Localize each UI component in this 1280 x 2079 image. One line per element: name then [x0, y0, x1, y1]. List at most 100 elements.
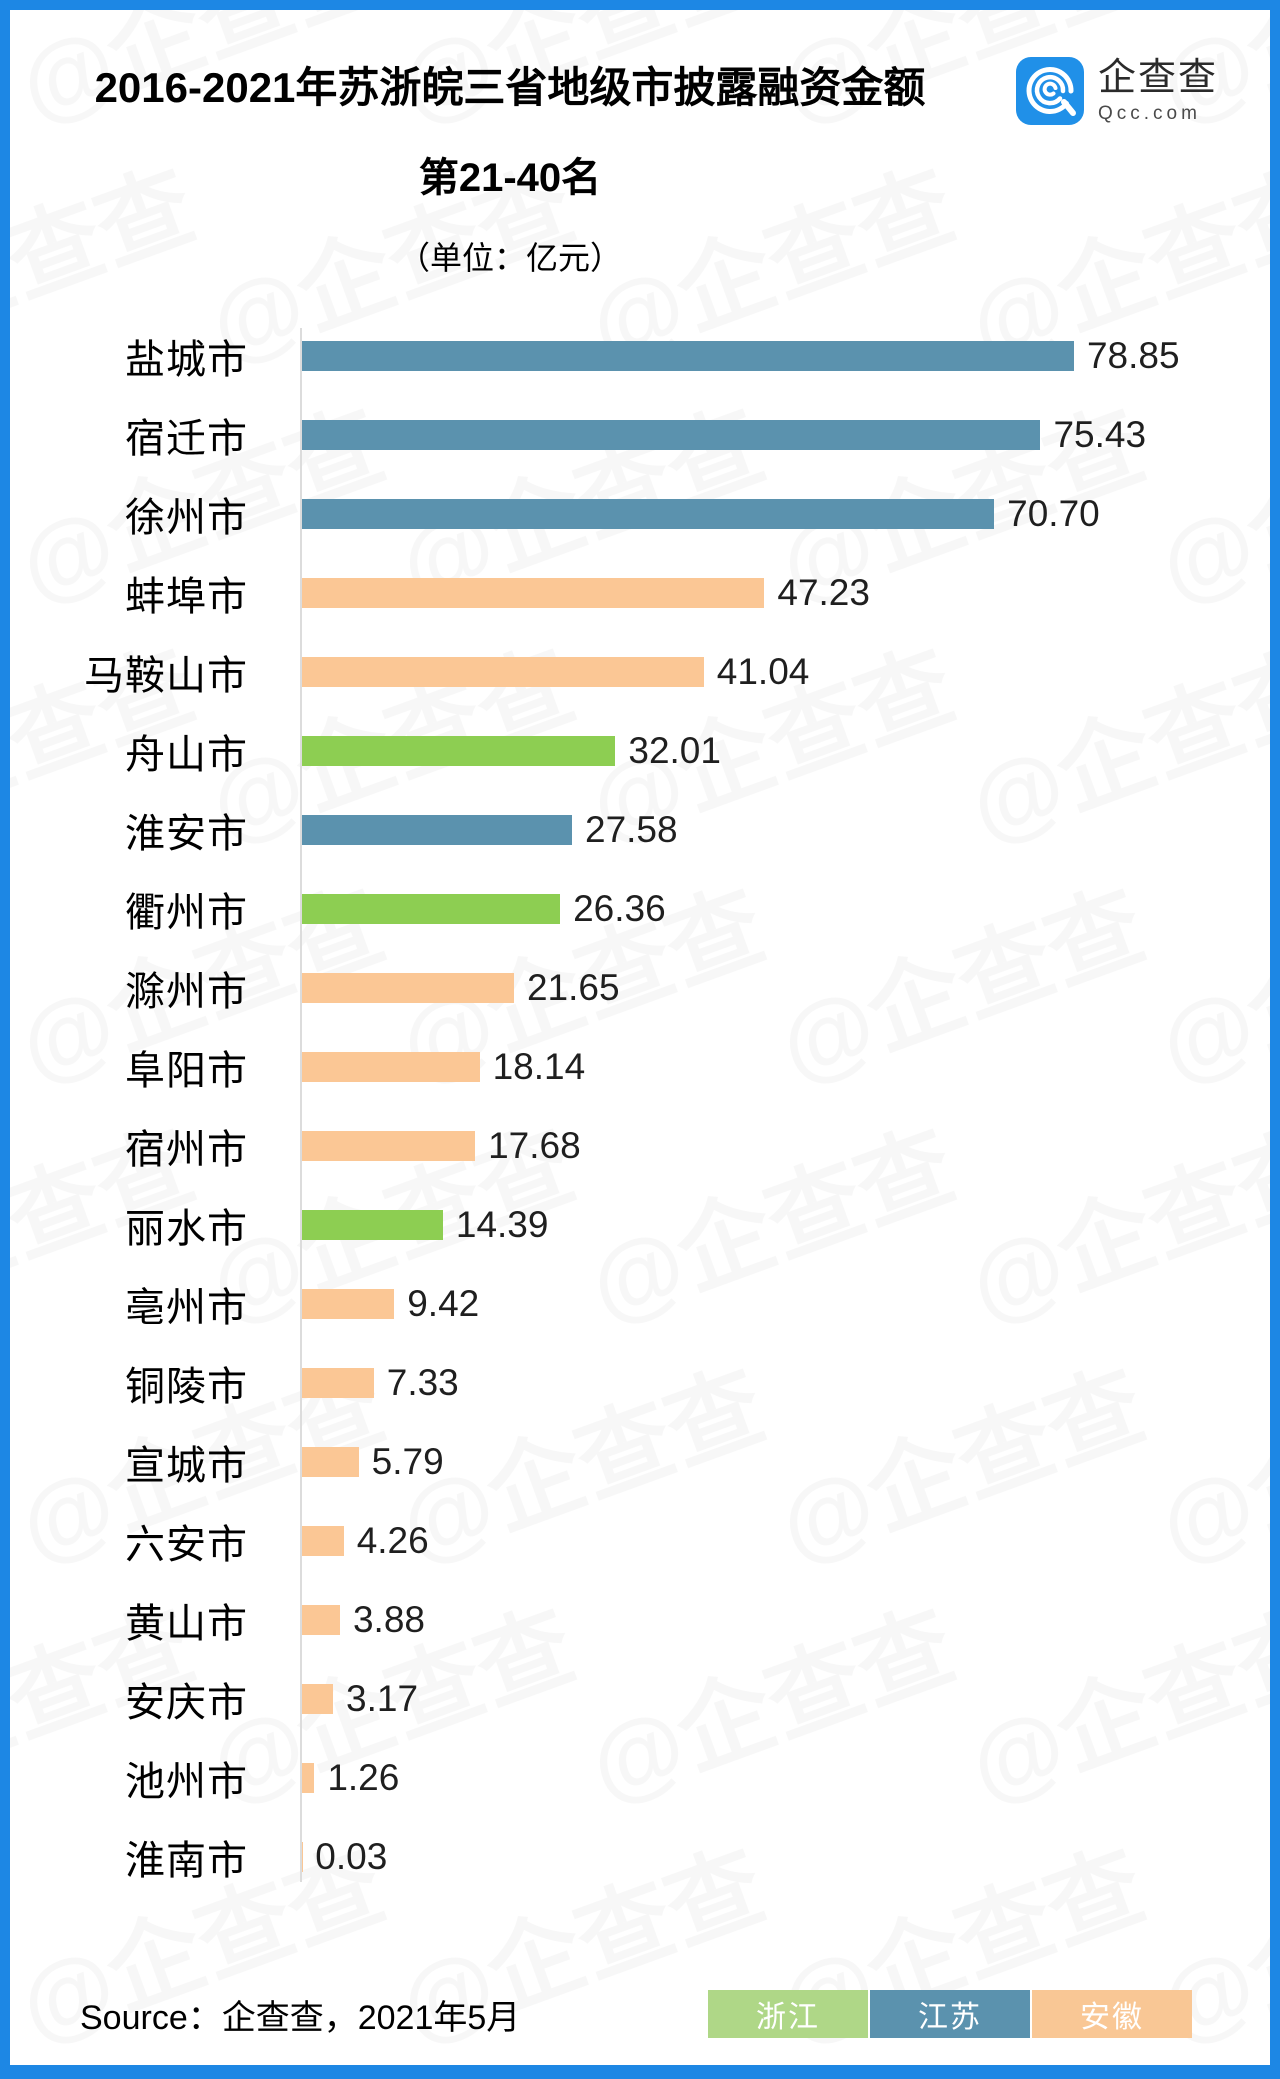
chart-row: 滁州市 21.65	[10, 948, 1270, 1027]
qcc-logo-icon	[1015, 57, 1084, 125]
bar-area: 17.68	[302, 1125, 581, 1167]
qcc-logo: 企查查 Qcc.com	[1015, 56, 1218, 126]
city-label: 衢州市	[125, 890, 248, 935]
bar	[302, 893, 561, 924]
bar-value: 32.01	[628, 729, 721, 771]
chart-row: 黄山市 3.88	[10, 1580, 1270, 1659]
city-label: 宣城市	[125, 1443, 248, 1488]
chart-row: 盐城市 78.85	[10, 316, 1270, 395]
bar	[302, 340, 1074, 371]
chart-header: 2016-2021年苏浙皖三省地级市披露融资金额 第21-40名 （单位：亿元）	[10, 10, 1010, 278]
bar-area: 4.26	[302, 1520, 429, 1562]
legend-item-jiangsu: 江苏	[870, 1990, 1030, 2038]
unit-label: （单位：亿元）	[397, 240, 622, 276]
bar	[302, 1525, 344, 1556]
bar	[302, 1683, 334, 1714]
city-label: 黄山市	[125, 1601, 248, 1646]
bar-value: 5.79	[371, 1440, 444, 1482]
qcc-logo-text: 企查查 Qcc.com	[1098, 56, 1218, 126]
city-label: 蚌埠市	[125, 574, 248, 619]
chart-row: 衢州市 26.36	[10, 869, 1270, 948]
bar-chart: 盐城市 78.85 宿迁市 75.43 徐州市 70.70 蚌埠市 47.23 马鞍山市 41.0…	[10, 316, 1270, 1896]
chart-legend: 浙江 江苏 安徽	[706, 1990, 1192, 2038]
chart-row: 亳州市 9.42	[10, 1264, 1270, 1343]
bar-area: 70.70	[302, 493, 1100, 535]
bar-area: 18.14	[302, 1046, 585, 1088]
chart-row: 宣城市 5.79	[10, 1422, 1270, 1501]
bar	[302, 1446, 359, 1477]
city-label: 安庆市	[125, 1680, 248, 1725]
city-label: 池州市	[125, 1759, 248, 1804]
bar	[302, 656, 704, 687]
bar	[302, 735, 616, 766]
chart-footer: Source：企查查，2021年5月 浙江 江苏 安徽	[80, 1989, 1192, 2039]
bar-area: 32.01	[302, 730, 721, 772]
chart-row: 徐州市 70.70	[10, 474, 1270, 553]
bar-area: 1.26	[302, 1757, 399, 1799]
city-label: 淮南市	[125, 1838, 248, 1883]
city-label: 徐州市	[125, 495, 248, 540]
qcc-logo-name: 企查查	[1097, 57, 1218, 99]
bar-value: 70.70	[1007, 492, 1100, 534]
bar	[302, 1604, 340, 1635]
bar-value: 41.04	[716, 650, 810, 692]
bar	[302, 1288, 395, 1319]
legend-item-zhejiang: 浙江	[708, 1990, 868, 2038]
chart-row: 铜陵市 7.33	[10, 1343, 1270, 1422]
bar-value: 1.26	[327, 1756, 400, 1798]
chart-row: 池州市 1.26	[10, 1738, 1270, 1817]
bar-area: 75.43	[302, 414, 1146, 456]
bar-area: 21.65	[302, 967, 620, 1009]
bar-value: 0.03	[315, 1835, 388, 1877]
bar-area: 26.36	[302, 888, 666, 930]
bar-value: 14.39	[455, 1203, 549, 1245]
bar	[302, 1130, 476, 1161]
bar-value: 26.36	[573, 887, 666, 929]
bar-area: 27.58	[302, 809, 678, 851]
chart-title: 2016-2021年苏浙皖三省地级市披露融资金额	[94, 64, 926, 111]
bar-area: 7.33	[302, 1362, 459, 1404]
city-label: 六安市	[125, 1522, 248, 1567]
city-label: 宿迁市	[125, 416, 248, 461]
chart-row: 宿州市 17.68	[10, 1106, 1270, 1185]
chart-subtitle: 第21-40名	[418, 156, 602, 200]
bar-value: 47.23	[777, 571, 870, 613]
bar-value: 78.85	[1086, 334, 1180, 376]
bar-area: 14.39	[302, 1204, 548, 1246]
bar-area: 0.03	[302, 1836, 387, 1878]
city-label: 阜阳市	[125, 1048, 248, 1093]
bar-area: 9.42	[302, 1283, 479, 1325]
chart-card: @企查查@企查查@企查查@企查查@企查查@企查查@企查查@企查查@企查查@企查查…	[10, 10, 1270, 2065]
bar-area: 47.23	[302, 572, 870, 614]
chart-row: 丽水市 14.39	[10, 1185, 1270, 1264]
city-label: 盐城市	[125, 337, 248, 382]
bar	[302, 498, 995, 529]
bar-value: 75.43	[1053, 413, 1147, 455]
bar-area: 41.04	[302, 651, 809, 693]
bar-area: 3.88	[302, 1599, 425, 1641]
chart-row: 宿迁市 75.43	[10, 395, 1270, 474]
bar	[302, 1051, 480, 1082]
bar-value: 7.33	[386, 1361, 459, 1403]
chart-row: 安庆市 3.17	[10, 1659, 1270, 1738]
bar	[302, 1209, 443, 1240]
chart-row: 六安市 4.26	[10, 1501, 1270, 1580]
city-label: 丽水市	[125, 1206, 248, 1251]
chart-row: 淮南市 0.03	[10, 1817, 1270, 1896]
chart-row: 舟山市 32.01	[10, 711, 1270, 790]
bar-value: 18.14	[492, 1045, 586, 1087]
source-text: Source：企查查，2021年5月	[80, 1998, 521, 2037]
chart-row: 淮安市 27.58	[10, 790, 1270, 869]
bar-value: 27.58	[585, 808, 678, 850]
city-label: 淮安市	[125, 811, 248, 856]
bar-area: 78.85	[302, 335, 1180, 377]
chart-row: 阜阳市 18.14	[10, 1027, 1270, 1106]
bar	[302, 1367, 374, 1398]
bar	[302, 1762, 315, 1793]
bar	[302, 814, 572, 845]
city-label: 滁州市	[125, 969, 248, 1014]
y-axis-line	[300, 328, 302, 1882]
city-label: 铜陵市	[125, 1364, 248, 1409]
bar-area: 5.79	[302, 1441, 444, 1483]
city-label: 舟山市	[125, 732, 248, 777]
